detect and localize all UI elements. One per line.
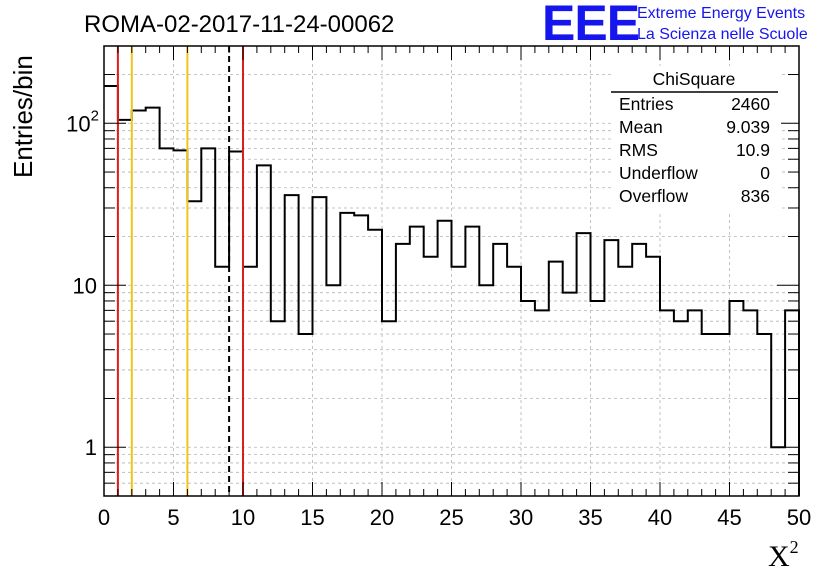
y-tick-label-exponent: 2 xyxy=(91,107,99,124)
x-tick-labels: 0 5 10 15 20 25 30 35 40 45 50 xyxy=(98,505,811,530)
eee-logo: EEE Extreme Energy Events La Scienza nel… xyxy=(542,0,808,51)
y-tick-label: 1 xyxy=(85,435,97,460)
stats-overflow-label: Overflow xyxy=(619,186,688,206)
x-tick-label: 10 xyxy=(231,505,255,530)
logo-mark: EEE xyxy=(542,0,639,51)
stats-box-title: ChiSquare xyxy=(653,69,736,89)
x-tick-label: 25 xyxy=(439,505,463,530)
x-tick-label: 15 xyxy=(300,505,324,530)
x-tick-label: 30 xyxy=(509,505,533,530)
stats-entries-value: 2460 xyxy=(731,94,770,114)
chart-title: ROMA-02-2017-11-24-00062 xyxy=(84,11,394,38)
reference-lines xyxy=(116,46,244,496)
stats-box: ChiSquare Entries 2460 Mean 9.039 RMS 10… xyxy=(611,66,781,214)
y-axis-label: Entries/bin xyxy=(8,55,38,178)
y-tick-label: 10 xyxy=(73,273,97,298)
x-tick-label: 35 xyxy=(578,505,602,530)
stats-box-background xyxy=(611,66,781,214)
logo-line2: La Scienza nelle Scuole xyxy=(637,26,808,43)
stats-underflow-value: 0 xyxy=(760,163,770,183)
x-tick-label: 45 xyxy=(717,505,741,530)
stats-mean-value: 9.039 xyxy=(726,117,770,137)
x-tick-label: 5 xyxy=(167,505,179,530)
stats-entries-label: Entries xyxy=(619,94,674,114)
x-axis-label: X2 xyxy=(768,537,799,572)
y-tick-label-base: 10 xyxy=(66,111,90,136)
axis-ticks xyxy=(103,45,800,497)
x-axis-label-main: X xyxy=(768,540,790,572)
x-tick-label: 20 xyxy=(370,505,394,530)
stats-overflow-value: 836 xyxy=(741,186,770,206)
stats-mean-label: Mean xyxy=(619,117,663,137)
stats-rms-value: 10.9 xyxy=(736,140,770,160)
histogram xyxy=(104,84,800,496)
x-tick-label: 50 xyxy=(787,505,811,530)
logo-line1: Extreme Energy Events xyxy=(637,5,805,22)
stats-rms-label: RMS xyxy=(619,140,658,160)
x-axis-label-superscript: 2 xyxy=(790,537,799,557)
histogram-outline xyxy=(104,84,800,496)
y-tick-label: 102 xyxy=(66,107,99,136)
x-tick-label: 0 xyxy=(98,505,110,530)
stats-underflow-label: Underflow xyxy=(619,163,698,183)
x-tick-label: 40 xyxy=(648,505,672,530)
